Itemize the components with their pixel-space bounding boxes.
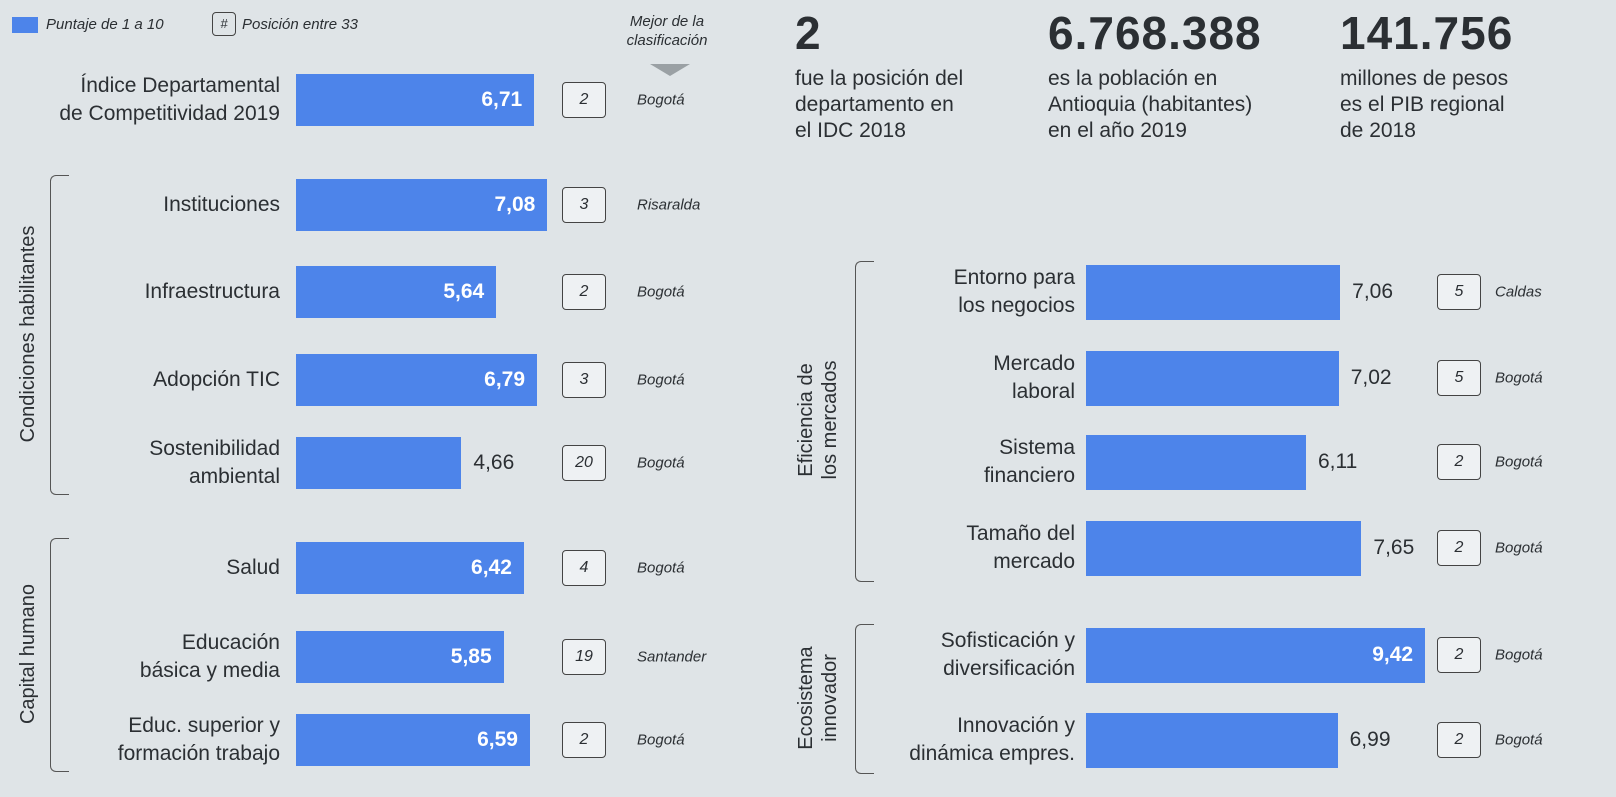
legend-rank: Posición entre 33	[242, 16, 358, 33]
bar	[1086, 627, 1426, 683]
rank-box: 19	[562, 639, 606, 675]
group-bracket	[50, 538, 69, 772]
category-label: Mercado laboral	[993, 352, 1075, 403]
value-label: 6,11	[1317, 450, 1358, 473]
legend-rank-icon: #	[212, 12, 236, 36]
rank-box: 2	[562, 274, 606, 310]
best-arrow	[650, 64, 690, 76]
rank-box: 3	[562, 362, 606, 398]
rank-box: 5	[1437, 360, 1481, 396]
category-label: Instituciones	[163, 193, 280, 216]
group-label: Capital humano	[17, 583, 39, 725]
value-label: 7,06	[1352, 280, 1394, 303]
bar	[296, 74, 535, 126]
value-label: 7,02	[1350, 366, 1392, 389]
bar	[296, 179, 548, 231]
best-department: Caldas	[1495, 283, 1542, 301]
best-department: Santander	[637, 648, 707, 666]
rank-box: 2	[1437, 444, 1481, 480]
group-label: Eficiencia de los mercados	[795, 360, 841, 480]
value-label: 6,99	[1349, 728, 1391, 751]
rank-box: 2	[1437, 637, 1481, 673]
best-department: Bogotá	[1495, 731, 1543, 749]
best-department: Bogotá	[637, 371, 685, 389]
bar	[1086, 520, 1362, 576]
group-bracket	[50, 175, 69, 495]
category-label: Adopción TIC	[153, 368, 280, 391]
category-label: Índice Departamental de Competitividad 2…	[59, 74, 280, 125]
best-department: Bogotá	[1495, 539, 1543, 557]
legend-swatch	[12, 17, 38, 33]
rank-box: 4	[562, 550, 606, 586]
category-label: Entorno para los negocios	[953, 266, 1075, 317]
category-label: Salud	[226, 556, 280, 579]
category-label: Infraestructura	[144, 280, 280, 303]
rank-box: 2	[1437, 530, 1481, 566]
value-label: 5,64	[443, 280, 485, 303]
best-department: Bogotá	[637, 283, 685, 301]
best-department: Bogotá	[1495, 646, 1543, 664]
group-bracket	[855, 623, 874, 774]
category-label: Sofisticación y diversificación	[940, 629, 1075, 680]
category-label: Tamaño del mercado	[966, 522, 1075, 573]
legend-score: Puntaje de 1 a 10	[46, 16, 164, 33]
value-label: 6,59	[477, 728, 518, 751]
value-label: 6,42	[471, 556, 512, 579]
value-label: 5,85	[450, 645, 492, 668]
best-department: Bogotá	[637, 454, 685, 472]
stat-value: 2	[795, 7, 822, 59]
category-label: Sistema financiero	[983, 436, 1075, 487]
best-department: Risaralda	[637, 196, 701, 214]
group-bracket	[855, 260, 874, 582]
stat-text: millones de pesos es el PIB regional de …	[1340, 67, 1509, 142]
legend-best: Mejor de la clasificación	[626, 13, 708, 49]
bar	[296, 266, 497, 318]
value-label: 6,79	[484, 368, 526, 391]
bar	[296, 437, 462, 489]
value-label: 6,71	[481, 88, 523, 111]
value-label: 9,42	[1372, 643, 1414, 666]
category-label: Educación básica y media	[139, 631, 280, 682]
rank-box: 3	[562, 187, 606, 223]
best-department: Bogotá	[637, 91, 685, 109]
bar	[1086, 434, 1306, 490]
rank-box: 2	[562, 82, 606, 118]
rank-box: 5	[1437, 274, 1481, 310]
value-label: 7,08	[494, 193, 536, 216]
best-department: Bogotá	[637, 731, 685, 749]
stat-text: es la población en Antioquia (habitantes…	[1048, 67, 1253, 142]
best-department: Bogotá	[1495, 453, 1543, 471]
bar	[296, 354, 538, 406]
bar	[296, 542, 524, 594]
bar	[296, 714, 530, 766]
bar	[1086, 712, 1338, 768]
best-department: Bogotá	[1495, 369, 1543, 387]
value-label: 4,66	[473, 451, 515, 474]
rank-box: 2	[1437, 722, 1481, 758]
bar	[296, 631, 504, 683]
rank-box: 20	[562, 445, 606, 481]
rank-box: 2	[562, 722, 606, 758]
best-department: Bogotá	[637, 559, 685, 577]
stat-value: 141.756	[1340, 7, 1514, 59]
stat-text: fue la posición del departamento en el I…	[795, 67, 964, 142]
category-label: Sostenibilidad ambiental	[149, 437, 280, 488]
bar	[1086, 264, 1341, 320]
category-label: Educ. superior y formación trabajo	[117, 714, 280, 765]
stat-value: 6.768.388	[1048, 7, 1262, 59]
group-label: Ecosistema innovador	[795, 645, 841, 750]
value-label: 7,65	[1373, 536, 1415, 559]
group-label: Condiciones habilitantes	[17, 225, 39, 443]
category-label: Innovación y dinámica empres.	[909, 714, 1075, 765]
bar	[1086, 350, 1339, 406]
